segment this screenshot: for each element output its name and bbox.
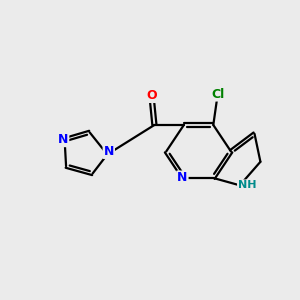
Text: Cl: Cl <box>211 88 224 100</box>
Text: N: N <box>103 145 114 158</box>
Text: N: N <box>177 172 188 184</box>
Text: NH: NH <box>238 180 256 190</box>
Text: O: O <box>146 89 157 102</box>
Text: N: N <box>58 133 68 146</box>
